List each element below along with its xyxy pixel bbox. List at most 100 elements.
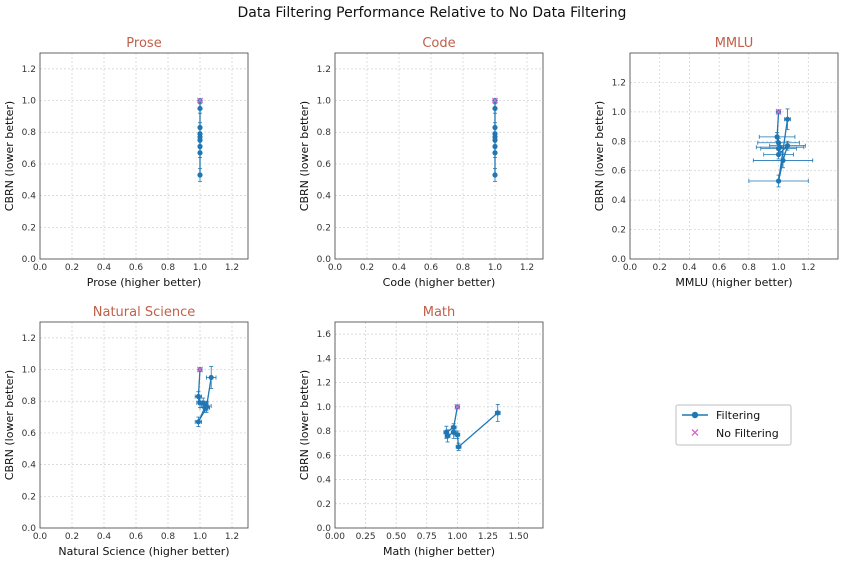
y-tick-label: 0.4 [22, 461, 37, 471]
x-tick-label: 0.0 [328, 263, 343, 273]
x-tick-label: 1.0 [193, 263, 208, 273]
y-tick-label: 0.8 [317, 427, 332, 437]
y-tick-label: 0.4 [317, 476, 332, 486]
filtering-point [208, 374, 214, 381]
y-tick-label: 0.8 [317, 128, 332, 138]
filtering-point [492, 150, 498, 156]
x-tick-label: 0.6 [129, 532, 144, 542]
y-tick-label: 0.8 [22, 128, 37, 138]
filtering-point [495, 410, 501, 416]
legend-label-filtering: Filtering [716, 409, 760, 422]
y-tick-label: 0.4 [612, 196, 627, 206]
filtering-point [784, 116, 791, 122]
filtering-point [197, 172, 203, 178]
subplot-mmlu: 0.0 0.2 0.4 0.6 0.8 1.0 1.2 0.0 0.2 0.4 0.6 0.8 1.0 1… [593, 36, 839, 289]
x-tick-label: 0.0 [33, 263, 48, 273]
y-tick-label: 0.2 [317, 500, 331, 510]
no-filtering-point [196, 97, 204, 104]
x-tick-label: 0.8 [161, 532, 176, 542]
y-tick-label: 1.6 [317, 330, 332, 340]
x-tick-label: 0.6 [129, 263, 144, 273]
y-tick-label: 0.0 [317, 255, 332, 265]
subplot-code: 0.0 0.2 0.4 0.6 0.8 1.0 1.2 0.0 0.2 0.4 0.6 0.8 1.0 1… [298, 36, 544, 289]
filtering-point [455, 444, 462, 450]
no-filtering-point [491, 97, 499, 104]
x-axis-label: MMLU (higher better) [675, 276, 792, 289]
y-tick-label: 1.2 [22, 334, 36, 344]
y-tick-label: 1.2 [612, 78, 626, 88]
subplot-natural-science: 0.0 0.2 0.4 0.6 0.8 1.0 1.2 0.0 0.2 0.4 0.6 0.8 1.0 1… [3, 305, 249, 558]
y-tick-label: 0.0 [317, 524, 332, 534]
legend: Filtering No Filtering [675, 404, 792, 446]
x-axis-label: Natural Science (higher better) [58, 545, 229, 558]
x-axis-label: Math (higher better) [383, 545, 495, 558]
axes-frame [334, 52, 544, 260]
x-tick-label: 0.25 [356, 532, 376, 542]
x-tick-label: 1.0 [193, 532, 208, 542]
no-filtering-point [454, 403, 461, 410]
x-tick-label: 0.4 [392, 263, 407, 273]
subplot-grid: 0.0 0.2 0.4 0.6 0.8 1.0 1.2 0.0 0.2 0.4 0.6 0.8 1.0 1… [3, 36, 839, 558]
x-tick-label: 0.0 [623, 263, 638, 273]
y-tick-label: 1.2 [317, 65, 331, 75]
x-tick-label: 0.2 [653, 263, 667, 273]
subplot-title: MMLU [715, 36, 754, 51]
y-tick-label: 1.0 [612, 108, 627, 118]
y-tick-label: 0.8 [22, 397, 37, 407]
subplot-title: Code [422, 36, 455, 51]
axes-frame [334, 321, 544, 529]
x-tick-label: 1.0 [488, 263, 503, 273]
filtering-point [197, 150, 203, 156]
filtering-point [775, 151, 782, 158]
subplot-math: 0.00 0.25 0.50 0.75 1.00 1.25 1.50 0.0 0.2 0.4 0.6… [298, 305, 544, 558]
y-tick-label: 0.6 [317, 451, 332, 461]
x-tick-label: 0.0 [33, 532, 48, 542]
filtering-point [195, 419, 201, 425]
y-tick-label: 0.6 [317, 160, 332, 170]
y-tick-label: 0.0 [612, 255, 627, 265]
y-tick-label: 0.2 [22, 223, 36, 233]
x-tick-label: 1.2 [520, 263, 534, 273]
figure-title: Data Filtering Performance Relative to N… [238, 5, 627, 21]
filtering-point [454, 432, 460, 438]
x-tick-label: 0.50 [386, 532, 406, 542]
y-tick-label: 0.0 [22, 255, 37, 265]
y-tick-label: 1.4 [317, 354, 332, 364]
x-tick-label: 0.2 [65, 532, 79, 542]
y-tick-label: 0.2 [612, 226, 626, 236]
no-filtering-point [775, 108, 782, 115]
y-axis-label: CBRN (lower better) [593, 101, 606, 211]
x-tick-label: 1.2 [225, 532, 239, 542]
x-tick-label: 0.8 [742, 263, 757, 273]
y-tick-label: 1.0 [317, 97, 332, 107]
x-tick-label: 1.2 [801, 263, 815, 273]
filtering-point [775, 178, 782, 184]
subplot-title: Prose [126, 36, 161, 51]
y-tick-label: 0.6 [612, 167, 627, 177]
x-tick-label: 0.00 [325, 532, 345, 542]
x-tick-label: 0.4 [97, 532, 112, 542]
legend-label-no-filtering: No Filtering [716, 427, 779, 440]
legend-no-filtering-x-icon [691, 429, 699, 436]
x-tick-label: 0.6 [424, 263, 439, 273]
x-tick-label: 1.50 [509, 532, 529, 542]
axes-frame [39, 321, 249, 529]
filtering-point [784, 143, 791, 149]
x-tick-label: 1.25 [478, 532, 498, 542]
axes-frame [629, 52, 839, 260]
x-tick-label: 0.4 [97, 263, 112, 273]
y-tick-label: 0.8 [612, 137, 627, 147]
filtering-point [444, 433, 451, 439]
x-tick-label: 0.8 [161, 263, 176, 273]
x-tick-label: 0.8 [456, 263, 471, 273]
x-tick-label: 1.00 [447, 532, 467, 542]
x-tick-label: 0.75 [417, 532, 437, 542]
filtering-point [780, 157, 786, 164]
subplot-title: Math [423, 305, 456, 320]
filtering-point [492, 172, 498, 178]
y-tick-label: 1.0 [22, 366, 37, 376]
x-tick-label: 0.2 [360, 263, 374, 273]
y-tick-label: 1.2 [22, 65, 36, 75]
y-tick-label: 0.2 [317, 223, 331, 233]
